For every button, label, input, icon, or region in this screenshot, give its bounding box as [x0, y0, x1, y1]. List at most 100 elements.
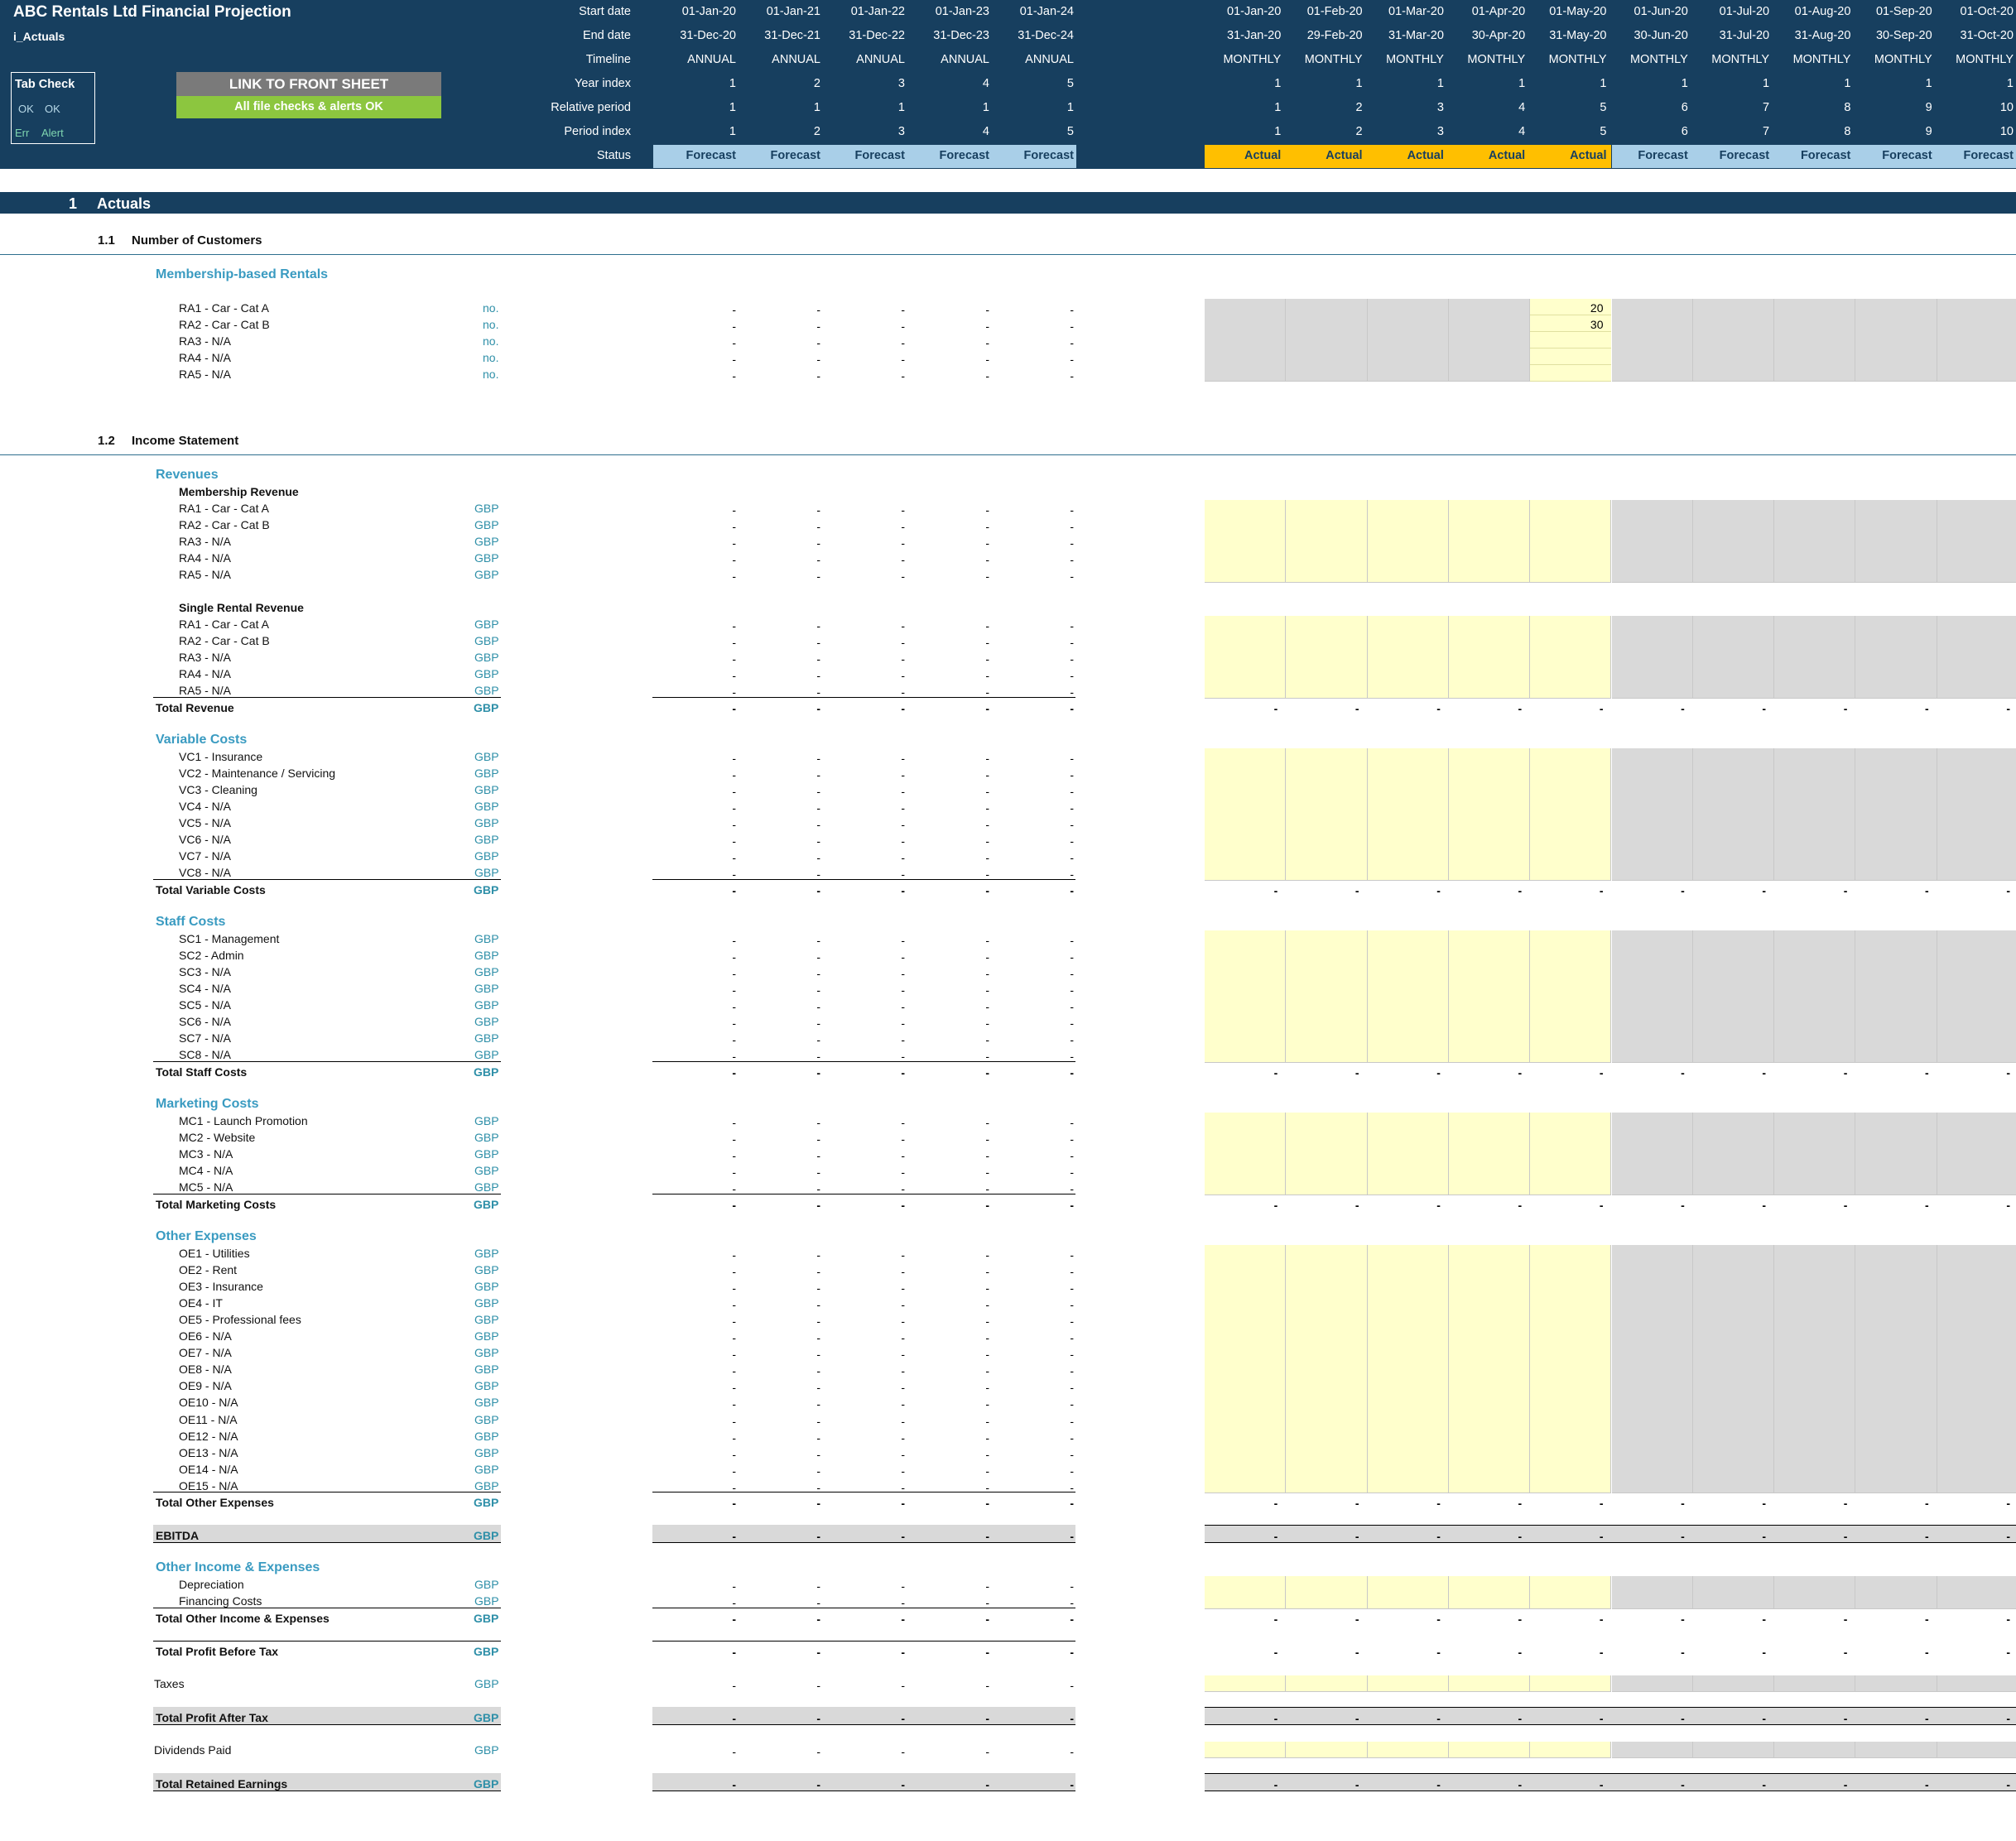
link-to-front-sheet-button[interactable]: LINK TO FRONT SHEET: [176, 72, 441, 96]
variable-costs-input-cell[interactable]: [1448, 748, 1531, 881]
membership-revenue-input-cell[interactable]: [1367, 500, 1449, 583]
variable-cost-row-annual-value: -: [985, 801, 989, 815]
customers-may-input[interactable]: [1530, 348, 1612, 365]
total-other-expenses-monthly-value: -: [1354, 1497, 1359, 1510]
customers-input-cell[interactable]: [1448, 299, 1531, 382]
taxes-input-cell[interactable]: [1448, 1675, 1531, 1692]
customers-may-input[interactable]: [1530, 315, 1612, 332]
dividends-input-cell[interactable]: [1286, 1742, 1368, 1758]
membership-revenue-row-annual-value: -: [1070, 536, 1074, 550]
dividends-input-cell[interactable]: [1367, 1742, 1449, 1758]
total-profit-after-tax-monthly-value: -: [1354, 1712, 1359, 1725]
staff-cost-row-annual-value: -: [732, 1033, 736, 1047]
single-revenue-input-cell[interactable]: [1448, 616, 1531, 699]
membership-revenue-input-cell[interactable]: [1286, 500, 1368, 583]
total-marketing-costs-monthly-value: -: [1925, 1199, 1929, 1212]
other-expenses-input-cell[interactable]: [1530, 1245, 1612, 1493]
monthly-status-bg: [1692, 145, 1775, 168]
dividends-input-cell[interactable]: [1530, 1742, 1612, 1758]
dividends-input-cell[interactable]: [1448, 1742, 1531, 1758]
staff-costs-input-cell[interactable]: [1530, 930, 1612, 1063]
staff-costs-input-cell: [1937, 930, 2016, 1063]
variable-cost-row-annual-value: -: [901, 851, 905, 865]
total-marketing-costs-monthly-value: -: [1436, 1199, 1441, 1212]
ebitda-monthly-value: -: [1681, 1530, 1685, 1543]
total-profit-after-tax-monthly-value: -: [1436, 1712, 1441, 1725]
membership-revenue-input-cell[interactable]: [1205, 500, 1287, 583]
variable-costs-input-cell[interactable]: [1205, 748, 1287, 881]
marketing-costs-input-cell[interactable]: [1286, 1113, 1368, 1195]
staff-costs-input-cell[interactable]: [1205, 930, 1287, 1063]
other-income-input-cell[interactable]: [1205, 1576, 1287, 1609]
variable-costs-input-cell[interactable]: [1367, 748, 1449, 881]
marketing-costs-input-cell[interactable]: [1367, 1113, 1449, 1195]
variable-cost-row-annual-value: -: [732, 868, 736, 882]
taxes-input-cell[interactable]: [1530, 1675, 1612, 1692]
monthly-pidx-cell: 5: [1600, 125, 1607, 138]
customers-input-cell[interactable]: [1367, 299, 1449, 382]
single-revenue-input-cell[interactable]: [1205, 616, 1287, 699]
staff-costs-input-cell[interactable]: [1448, 930, 1531, 1063]
staff-cost-row-annual-value: -: [901, 967, 905, 981]
marketing-costs-input-cell[interactable]: [1530, 1113, 1612, 1195]
staff-cost-row-label: SC6 - N/A: [179, 1015, 232, 1029]
other-income-input-cell[interactable]: [1367, 1576, 1449, 1609]
variable-costs-input-cell[interactable]: [1530, 748, 1612, 881]
staff-cost-row-annual-value: -: [985, 1050, 989, 1064]
single-revenue-input-cell[interactable]: [1286, 616, 1368, 699]
other-expenses-input-cell[interactable]: [1367, 1245, 1449, 1493]
customers-may-input[interactable]: [1530, 299, 1612, 315]
other-income-input-cell[interactable]: [1448, 1576, 1531, 1609]
total-staff-costs-annual-value: -: [901, 1066, 905, 1079]
other-income-input-cell[interactable]: [1530, 1576, 1612, 1609]
customer-may-value[interactable]: 20: [1590, 301, 1604, 315]
variable-cost-row-annual-value: -: [732, 834, 736, 848]
customers-input-cell[interactable]: [1205, 299, 1287, 382]
variable-costs-input-cell[interactable]: [1286, 748, 1368, 881]
marketing-cost-row-annual-value: -: [1070, 1149, 1074, 1163]
staff-cost-row-annual-value: -: [901, 1000, 905, 1014]
monthly-start-cell: 01-Feb-20: [1306, 5, 1363, 18]
staff-costs-input-cell[interactable]: [1286, 930, 1368, 1063]
other-expenses-input-cell: [1692, 1245, 1775, 1493]
membership-revenue-row-unit: GBP: [474, 551, 499, 565]
annual-start-cell: 01-Jan-24: [1019, 5, 1074, 18]
monthly-start-cell: 01-Aug-20: [1794, 5, 1851, 18]
membership-revenue-row-annual-value: -: [816, 570, 820, 584]
customers-may-input[interactable]: [1530, 332, 1612, 348]
total-other-expenses-monthly-value: -: [1599, 1497, 1604, 1510]
customer-may-value[interactable]: 30: [1590, 318, 1604, 331]
taxes-input-cell[interactable]: [1367, 1675, 1449, 1692]
staff-costs-input-cell[interactable]: [1367, 930, 1449, 1063]
taxes-input-cell[interactable]: [1205, 1675, 1287, 1692]
customers-input-cell[interactable]: [1286, 299, 1368, 382]
other-expenses-input-cell[interactable]: [1205, 1245, 1287, 1493]
total-retained-earnings-annual-value: -: [816, 1778, 820, 1791]
other-expense-row-annual-value: -: [901, 1464, 905, 1478]
dividends-annual-value: -: [901, 1745, 905, 1758]
variable-cost-row-label: VC5 - N/A: [179, 816, 232, 830]
single-revenue-input-cell[interactable]: [1367, 616, 1449, 699]
taxes-input-cell[interactable]: [1286, 1675, 1368, 1692]
total-profit-before-tax-annual-value: -: [901, 1646, 905, 1659]
marketing-costs-input-cell[interactable]: [1205, 1113, 1287, 1195]
other-expenses-input-cell[interactable]: [1448, 1245, 1531, 1493]
other-income-input-cell[interactable]: [1286, 1576, 1368, 1609]
marketing-costs-input-cell[interactable]: [1448, 1113, 1531, 1195]
membership-revenue-input-cell[interactable]: [1448, 500, 1531, 583]
total-retained-earnings-bg-monthly: [1205, 1773, 2016, 1791]
membership-revenue-input-cell[interactable]: [1530, 500, 1612, 583]
single-revenue-row-annual-value: -: [732, 669, 736, 683]
other-expense-row-annual-value: -: [985, 1464, 989, 1478]
variable-cost-row-annual-value: -: [1070, 785, 1074, 799]
single-revenue-input-cell[interactable]: [1530, 616, 1612, 699]
total-other-income-monthly-value: -: [1762, 1613, 1767, 1626]
monthly-timeline-cell: MONTHLY: [1223, 53, 1282, 66]
customers-may-input[interactable]: [1530, 365, 1612, 382]
staff-cost-row-annual-value: -: [1070, 934, 1074, 947]
other-expense-row-annual-value: -: [816, 1331, 820, 1345]
other-income-row-annual-value: -: [816, 1596, 820, 1610]
other-expenses-input-cell[interactable]: [1286, 1245, 1368, 1493]
total-profit-before-tax-monthly-value: -: [1925, 1646, 1929, 1659]
dividends-input-cell[interactable]: [1205, 1742, 1287, 1758]
